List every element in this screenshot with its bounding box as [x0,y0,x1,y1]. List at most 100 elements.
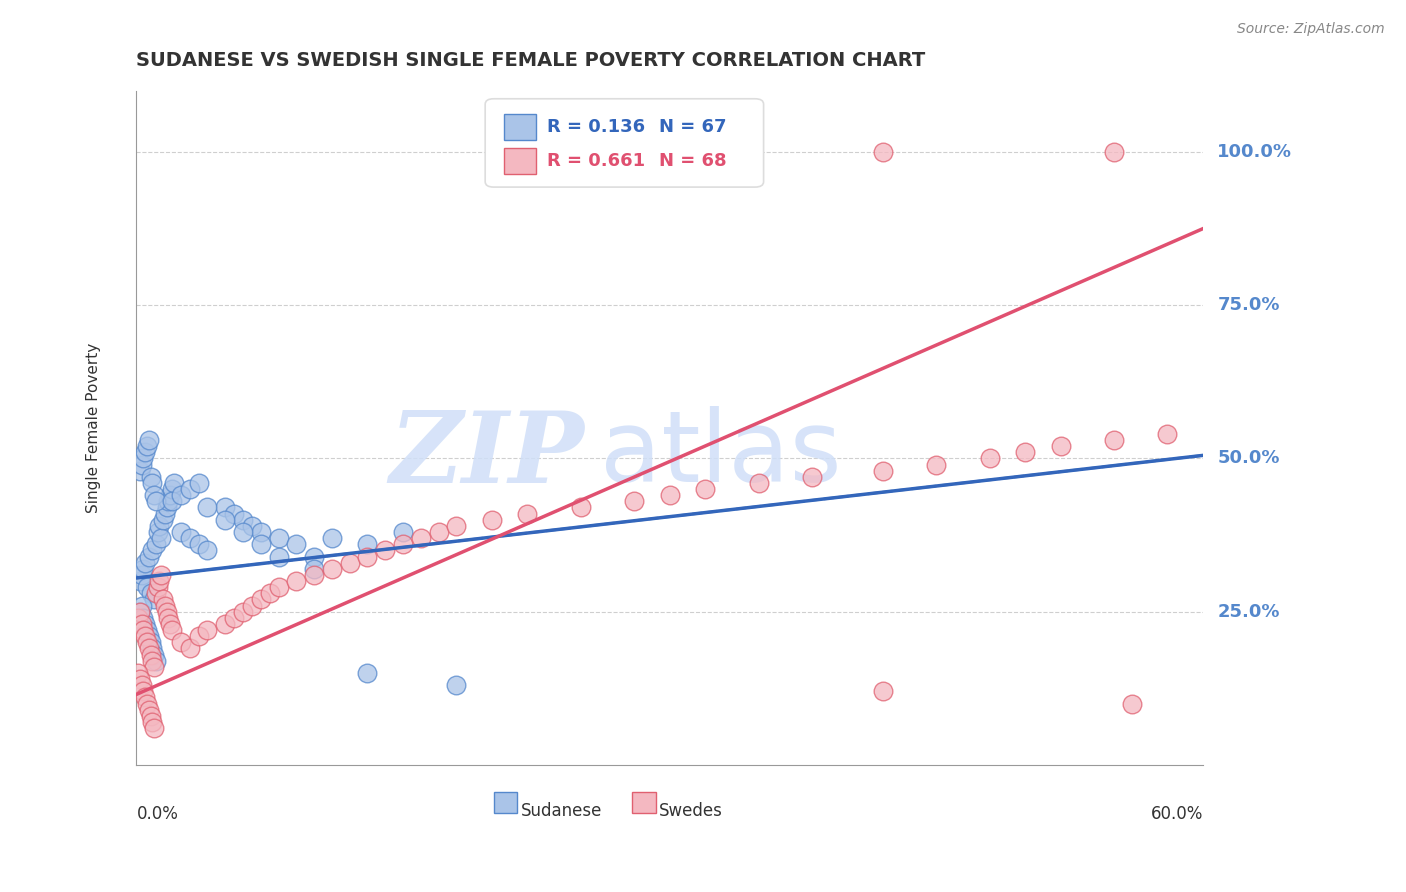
Point [132,684,155,698]
Point [145,537,167,551]
Text: 75.0%: 75.0% [1218,296,1279,314]
Point [872,464,894,478]
Point [148,574,170,588]
Point [392,537,415,551]
Point [658,488,681,502]
Point [141,714,163,729]
Point [136,635,159,649]
Point [141,475,163,490]
Point [339,556,361,570]
Point [623,494,645,508]
Text: R = 0.136: R = 0.136 [547,118,645,136]
Point [150,567,173,582]
Text: N = 68: N = 68 [659,152,727,169]
Point [134,629,156,643]
Point [153,507,176,521]
Point [138,641,160,656]
Point [321,531,343,545]
Point [157,494,180,508]
Point [141,641,163,656]
Text: SUDANESE VS SWEDISH SINGLE FEMALE POVERTY CORRELATION CHART: SUDANESE VS SWEDISH SINGLE FEMALE POVERT… [136,51,925,70]
Point [285,574,308,588]
Point [232,605,254,619]
Point [516,507,538,521]
Point [152,513,174,527]
Point [170,635,193,649]
Text: ZIP: ZIP [389,407,585,503]
Point [129,464,152,478]
Text: N = 67: N = 67 [659,118,727,136]
Point [427,524,450,539]
Point [187,537,209,551]
Point [150,531,173,545]
Point [160,623,183,637]
Point [138,629,160,643]
Point [163,475,186,490]
Point [143,488,166,502]
Point [141,654,163,668]
Point [1102,433,1125,447]
Point [446,678,468,692]
Point [695,482,717,496]
Point [157,611,180,625]
Point [302,562,325,576]
Point [267,549,290,564]
Point [127,611,149,625]
Point [139,635,162,649]
Text: 60.0%: 60.0% [1150,805,1204,822]
Point [240,519,263,533]
Text: R = 0.661: R = 0.661 [547,152,645,169]
Point [224,611,246,625]
Point [148,519,170,533]
Point [179,482,201,496]
Point [136,439,159,453]
Point [179,531,201,545]
Point [232,513,254,527]
Point [139,648,162,662]
Point [129,574,152,588]
Point [214,616,236,631]
Point [138,703,160,717]
Point [197,500,219,515]
Point [872,145,894,159]
Point [356,665,378,680]
Point [152,592,174,607]
Point [800,470,823,484]
Point [132,451,155,466]
Point [127,665,149,680]
FancyBboxPatch shape [505,114,536,140]
Point [143,592,166,607]
Point [160,494,183,508]
Point [139,586,162,600]
FancyBboxPatch shape [633,792,655,814]
Point [129,605,152,619]
Point [146,580,169,594]
Point [146,524,169,539]
Point [1014,445,1036,459]
Point [131,567,153,582]
Point [267,580,290,594]
Point [132,623,155,637]
Point [569,500,592,515]
Point [187,629,209,643]
Point [232,524,254,539]
Point [145,654,167,668]
Point [302,567,325,582]
Point [1102,145,1125,159]
Text: atlas: atlas [600,406,842,503]
Point [259,586,281,600]
Point [132,611,155,625]
Point [214,500,236,515]
Point [139,709,162,723]
Point [224,507,246,521]
Point [285,537,308,551]
Point [392,524,415,539]
Point [145,494,167,508]
Point [1121,697,1143,711]
Point [143,660,166,674]
Point [872,684,894,698]
Text: Source: ZipAtlas.com: Source: ZipAtlas.com [1237,22,1385,37]
Point [446,519,468,533]
Point [179,641,201,656]
FancyBboxPatch shape [505,148,536,174]
